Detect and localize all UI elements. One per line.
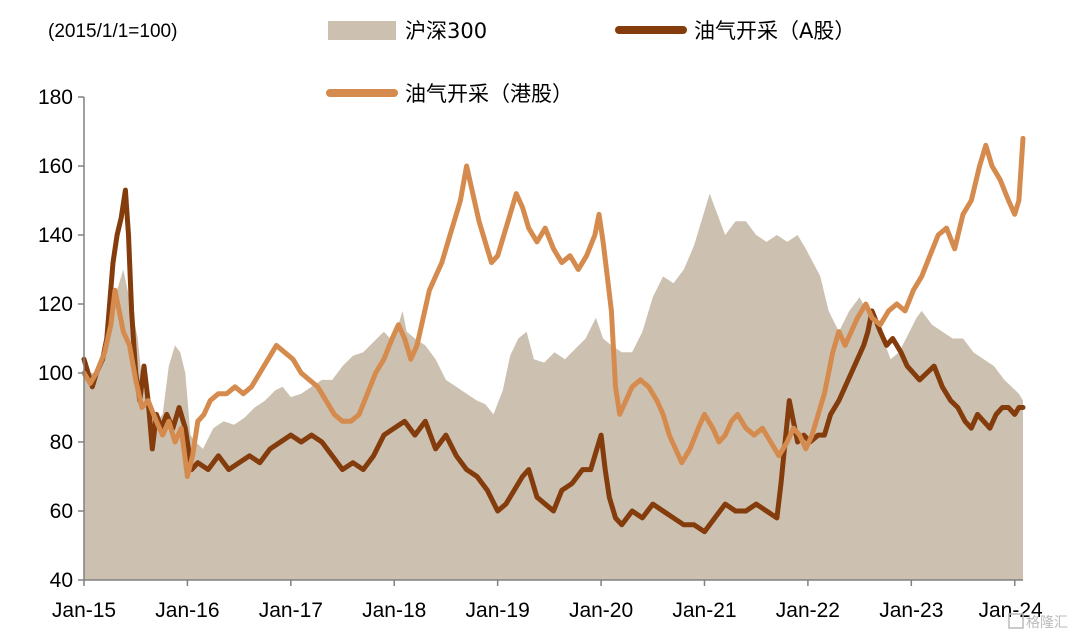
x-tick-label: Jan-23 [879, 599, 943, 622]
chart-note: (2015/1/1=100) [48, 21, 177, 42]
watermark: 格隆汇 [1008, 613, 1068, 631]
y-tick-label: 100 [38, 362, 73, 385]
legend-label: 油气开采（A股） [694, 19, 855, 43]
legend-label: 油气开采（港股） [405, 82, 573, 106]
x-tick-label: Jan-17 [259, 599, 323, 622]
y-tick-label: 80 [50, 431, 73, 454]
x-tick-label: Jan-20 [569, 599, 633, 622]
series-3-line [81, 135, 1026, 479]
y-tick-label: 140 [38, 224, 73, 247]
x-tick-label: Jan-16 [155, 599, 219, 622]
y-tick-label: 40 [50, 569, 73, 592]
y-tick-label: 180 [38, 86, 73, 109]
watermark-text: 格隆汇 [1026, 615, 1068, 631]
legend-label: 沪深300 [405, 19, 487, 43]
series-2-line [81, 187, 1026, 535]
series-layer [81, 135, 1026, 580]
x-tick-label: Jan-24 [979, 599, 1044, 622]
legend-swatch-area [328, 21, 396, 40]
x-tick-label: Jan-22 [776, 599, 840, 622]
y-tick-label: 160 [38, 155, 73, 178]
axes-layer: 40 60 80 100 120 140 160 180 Jan-15 Jan-16 Jan-17 J… [38, 86, 1043, 622]
y-tick-label: 60 [50, 500, 73, 523]
watermark-logo-icon [1008, 613, 1024, 629]
x-tick-label: Jan-18 [362, 599, 426, 622]
y-tick-label: 120 [38, 293, 73, 316]
x-tick-label: Jan-19 [466, 599, 530, 622]
x-tick-label: Jan-21 [672, 599, 736, 622]
legend-layer: 沪深300 油气开采（A股） 油气开采（港股） [326, 19, 855, 106]
series-1-area [84, 193, 1023, 580]
x-tick-label: Jan-15 [52, 599, 116, 622]
